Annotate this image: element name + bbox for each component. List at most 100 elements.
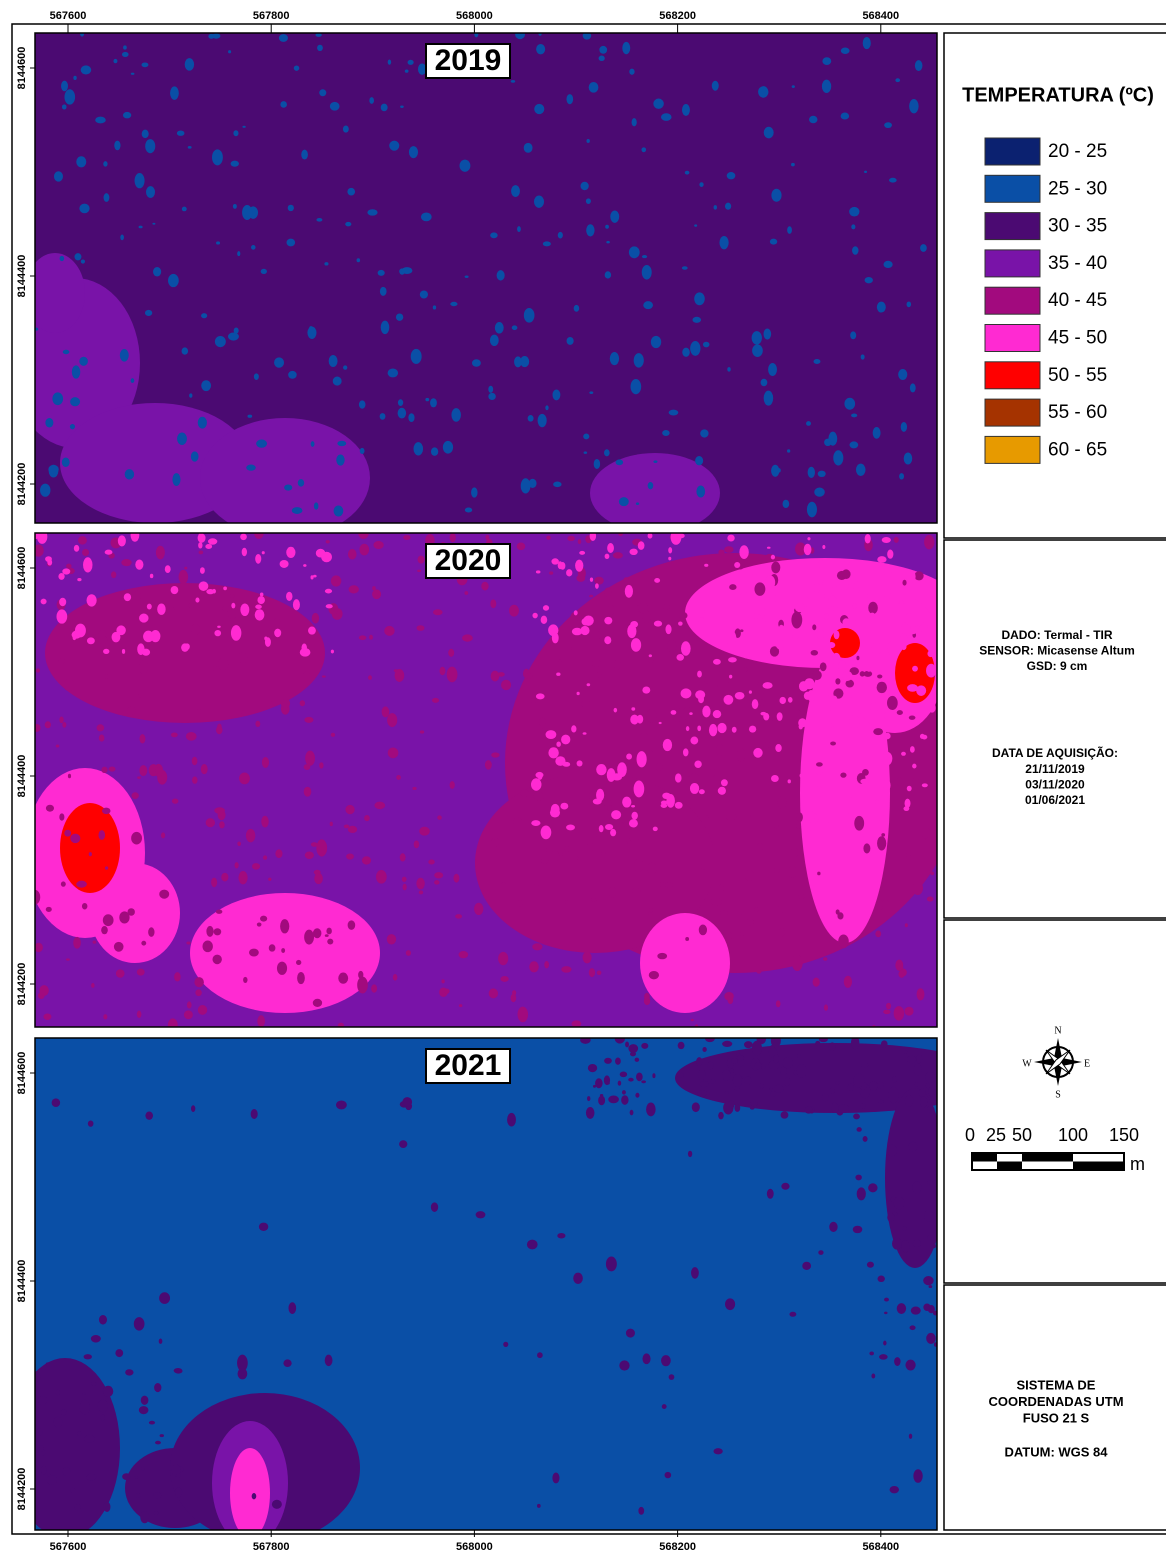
- temperature-speck: [822, 1093, 829, 1101]
- temperature-speck: [874, 683, 877, 685]
- temperature-speck: [176, 1474, 181, 1478]
- temperature-speck: [79, 204, 89, 214]
- temperature-speck: [141, 1396, 149, 1405]
- temperature-speck: [157, 603, 166, 614]
- temperature-speck: [610, 829, 616, 836]
- temperature-speck: [322, 675, 326, 677]
- compass: N S E W: [1022, 1025, 1090, 1100]
- temperature-speck: [820, 662, 827, 671]
- temperature-speck: [77, 1431, 81, 1436]
- temperature-speck: [175, 1487, 182, 1497]
- temperature-speck: [901, 1240, 909, 1253]
- temperature-speck: [346, 853, 354, 859]
- temperature-speck: [620, 1072, 627, 1078]
- temperature-speck: [302, 643, 307, 651]
- temperature-speck: [53, 1417, 62, 1428]
- temperature-speck: [553, 482, 561, 488]
- temperature-speck: [154, 1511, 159, 1515]
- temperature-speck: [869, 1351, 874, 1355]
- temperature-speck: [892, 1076, 897, 1083]
- temperature-speck: [761, 379, 768, 386]
- temperature-speck: [86, 1474, 96, 1481]
- temperature-speck: [39, 1445, 43, 1451]
- temperature-speck: [139, 226, 143, 229]
- temperature-speck: [770, 239, 777, 245]
- temperature-speck: [536, 44, 545, 54]
- temperature-speck: [607, 543, 614, 553]
- temperature-speck: [657, 953, 667, 959]
- temperature-speck: [728, 1101, 734, 1109]
- temperature-speck: [419, 890, 423, 894]
- temperature-speck: [689, 712, 692, 715]
- temperature-speck: [663, 739, 672, 751]
- temperature-speck: [802, 1262, 811, 1270]
- temperature-speck: [218, 658, 228, 671]
- temperature-speck: [141, 62, 148, 67]
- temperature-speck: [400, 105, 404, 107]
- temperature-speck: [714, 684, 717, 686]
- temperature-speck: [131, 378, 135, 383]
- temperature-speck: [214, 630, 221, 636]
- temperature-speck: [552, 389, 560, 400]
- temperature-speck: [636, 1073, 643, 1082]
- temperature-speck: [580, 182, 588, 190]
- temperature-speck: [728, 657, 737, 662]
- temperature-speck: [145, 1111, 153, 1119]
- temperature-speck: [805, 1106, 813, 1113]
- temperature-speck: [303, 671, 310, 680]
- temperature-speck: [336, 1100, 347, 1109]
- temperature-speck: [927, 1106, 934, 1113]
- temperature-speck: [690, 783, 699, 794]
- temperature-speck: [301, 150, 308, 160]
- temperature-speck: [779, 928, 785, 937]
- temperature-speck: [812, 670, 822, 680]
- temperature-speck: [512, 990, 516, 995]
- temperature-speck: [816, 786, 823, 797]
- temperature-speck: [275, 849, 282, 858]
- temperature-speck: [521, 478, 531, 493]
- temperature-speck: [182, 347, 189, 354]
- temperature-speck: [137, 969, 145, 976]
- temperature-speck: [839, 582, 849, 589]
- temperature-speck: [145, 139, 155, 153]
- temperature-speck: [586, 224, 594, 236]
- temperature-speck: [884, 1298, 889, 1302]
- temperature-speck: [760, 1083, 764, 1089]
- temperature-speck: [700, 1081, 709, 1087]
- temperature-speck: [368, 675, 372, 680]
- temperature-speck: [418, 556, 425, 564]
- temperature-speck: [587, 842, 594, 852]
- temperature-speck: [538, 773, 543, 779]
- temperature-speck: [417, 570, 421, 572]
- temperature-speck: [823, 594, 830, 599]
- temperature-speck: [174, 972, 181, 981]
- temperature-speck: [772, 716, 776, 722]
- temperature-speck: [775, 744, 782, 752]
- temperature-speck: [534, 196, 544, 208]
- temperature-speck: [865, 534, 871, 544]
- temperature-speck: [763, 713, 769, 721]
- y-tick-label: 8144600: [16, 1052, 28, 1095]
- temperature-speck: [529, 961, 539, 972]
- temperature-speck: [642, 265, 652, 280]
- temperature-speck: [541, 826, 552, 840]
- temperature-speck: [201, 313, 207, 318]
- temperature-speck: [359, 544, 369, 556]
- temperature-speck: [159, 890, 169, 899]
- temperature-speck: [199, 550, 204, 554]
- temperature-speck: [630, 621, 638, 628]
- temperature-speck: [98, 636, 107, 644]
- temperature-speck: [763, 742, 772, 748]
- temperature-speck: [593, 1085, 596, 1088]
- temperature-speck: [116, 969, 125, 978]
- temperature-speck: [692, 1102, 700, 1112]
- temperature-speck: [238, 652, 248, 663]
- temperature-speck: [610, 352, 619, 365]
- temperature-speck: [861, 1103, 867, 1109]
- temperature-speck: [649, 971, 659, 979]
- temperature-speck: [104, 674, 109, 678]
- temperature-speck: [583, 952, 592, 964]
- temperature-speck: [928, 1305, 935, 1313]
- temperature-speck: [752, 613, 759, 619]
- temperature-speck: [64, 830, 71, 837]
